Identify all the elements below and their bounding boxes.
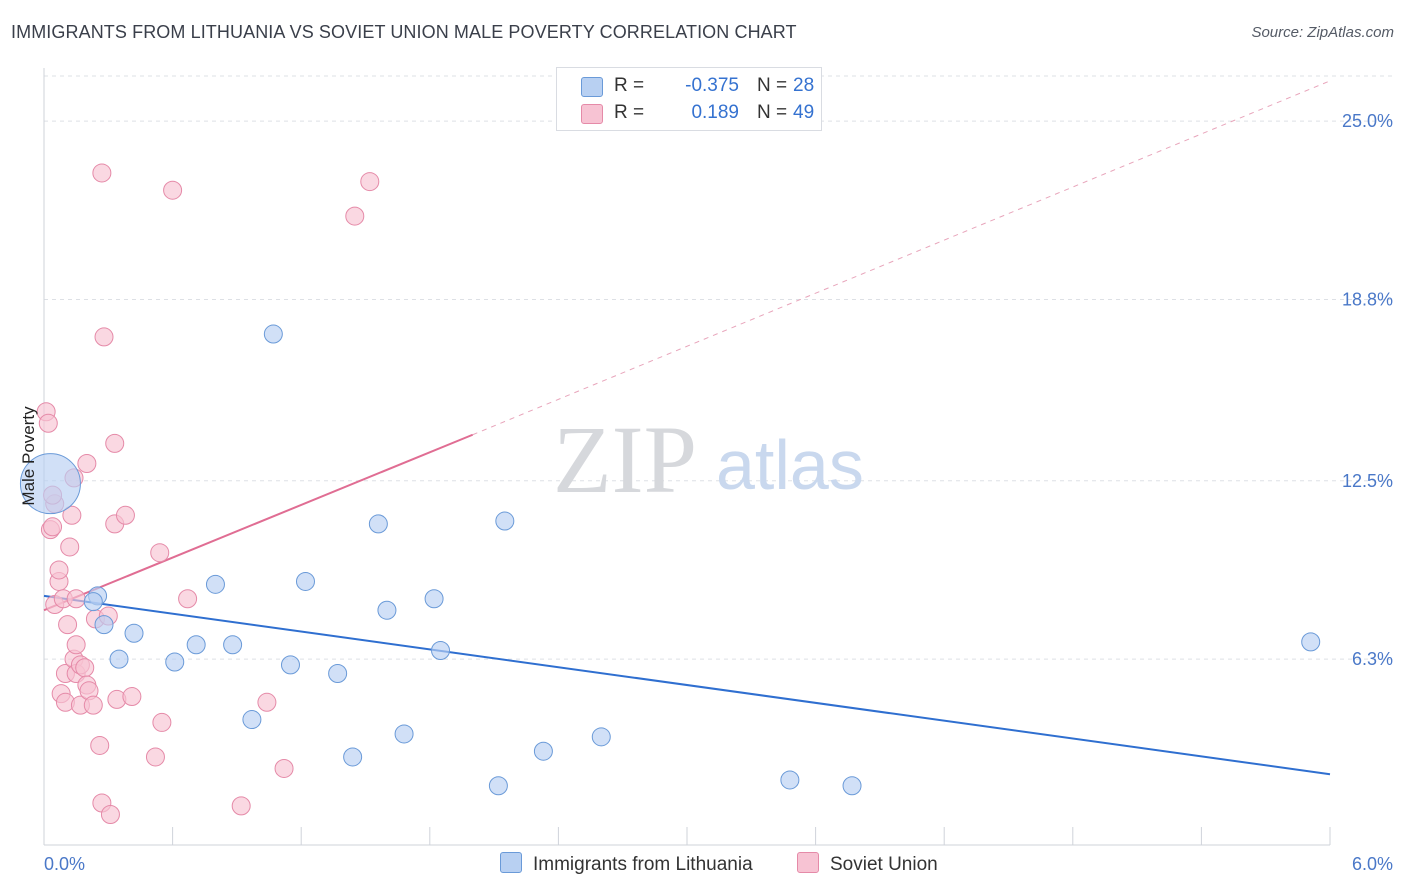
legend-item-lithuania: Immigrants from Lithuania	[500, 852, 753, 876]
watermark-atlas: atlas	[716, 426, 864, 504]
legend-n-value: 49	[793, 102, 815, 123]
y-tick-label: 12.5%	[1342, 471, 1393, 491]
legend-label-lithuania: Immigrants from Lithuania	[533, 854, 753, 875]
y-axis-label: Male Poverty	[19, 406, 38, 506]
point-lithuania	[186, 635, 206, 655]
point-soviet	[38, 413, 58, 433]
point-soviet	[115, 505, 135, 525]
point-lithuania	[780, 770, 800, 790]
legend-swatch-blue	[581, 77, 603, 97]
point-lithuania	[591, 727, 611, 747]
point-soviet	[360, 172, 380, 192]
point-lithuania	[19, 453, 81, 515]
watermark: ZIP atlas	[553, 406, 864, 513]
legend-n-label: N =	[757, 75, 788, 96]
watermark-zip: ZIP	[553, 406, 697, 513]
point-lithuania	[1301, 632, 1321, 652]
point-lithuania	[242, 710, 262, 730]
legend-label-soviet: Soviet Union	[830, 854, 938, 875]
point-soviet	[83, 695, 103, 715]
legend-n-label: N =	[757, 102, 788, 123]
point-lithuania	[533, 741, 553, 761]
legend-item-soviet: Soviet Union	[797, 852, 938, 876]
point-lithuania	[109, 649, 129, 669]
legend-r-value: -0.375	[685, 75, 739, 96]
point-lithuania	[343, 747, 363, 767]
legend-r-label: R =	[614, 102, 645, 123]
point-lithuania	[223, 635, 243, 655]
point-lithuania	[495, 511, 515, 531]
point-soviet	[105, 433, 125, 453]
point-lithuania	[280, 655, 300, 675]
point-lithuania	[842, 776, 862, 796]
point-lithuania	[394, 724, 414, 744]
point-lithuania	[431, 641, 451, 661]
point-soviet	[90, 735, 110, 755]
point-soviet	[163, 180, 183, 200]
point-lithuania	[377, 600, 397, 620]
point-soviet	[274, 758, 294, 778]
point-soviet	[257, 692, 277, 712]
gridlines	[44, 75, 1393, 660]
legend-swatch-pink	[581, 104, 603, 124]
point-soviet	[49, 560, 69, 580]
point-lithuania	[488, 776, 508, 796]
legend-n-value: 28	[793, 75, 815, 96]
point-lithuania	[328, 664, 348, 684]
point-soviet	[77, 454, 97, 474]
point-soviet	[152, 712, 172, 732]
x-tick-label-max: 6.0%	[1352, 854, 1393, 874]
point-soviet	[150, 543, 170, 563]
stats-legend: R = -0.375 N = 28 R = 0.189 N = 49	[556, 67, 822, 131]
x-tick-label-min: 0.0%	[44, 854, 85, 874]
point-soviet	[92, 163, 112, 183]
legend-r-value: 0.189	[691, 102, 739, 123]
point-soviet	[66, 635, 86, 655]
point-lithuania	[263, 324, 283, 344]
legend-swatch-pink	[797, 852, 819, 873]
legend-r-label: R =	[614, 75, 645, 96]
point-lithuania	[205, 574, 225, 594]
y-tick-label: 25.0%	[1342, 111, 1393, 131]
chart-title: IMMIGRANTS FROM LITHUANIA VS SOVIET UNIO…	[11, 22, 797, 42]
point-lithuania	[83, 592, 103, 612]
trend-line-lithuania	[43, 594, 1331, 776]
legend-swatch-blue	[500, 852, 522, 873]
y-tick-labels: 6.3% 12.5% 18.8% 25.0%	[1342, 111, 1393, 669]
point-soviet	[94, 327, 114, 347]
point-lithuania	[424, 589, 444, 609]
point-lithuania	[165, 652, 185, 672]
trend-line-soviet	[43, 433, 474, 612]
point-soviet	[62, 505, 82, 525]
y-tick-label: 18.8%	[1342, 290, 1393, 310]
point-soviet	[345, 206, 365, 226]
point-soviet	[60, 537, 80, 557]
point-lithuania	[295, 571, 315, 591]
source-label: Source: ZipAtlas.com	[1251, 24, 1394, 41]
y-tick-label: 6.3%	[1352, 649, 1393, 669]
axes	[43, 68, 1331, 846]
point-lithuania	[368, 514, 388, 534]
point-soviet	[75, 658, 95, 678]
point-lithuania	[124, 623, 144, 643]
point-soviet	[43, 517, 63, 537]
data-points	[19, 163, 1321, 824]
point-soviet	[66, 589, 86, 609]
trend-lines	[43, 80, 1331, 776]
trend-line-soviet-extension	[472, 80, 1331, 436]
point-soviet	[231, 796, 251, 816]
point-soviet	[100, 804, 120, 824]
point-soviet	[178, 589, 198, 609]
point-lithuania	[94, 615, 114, 635]
point-soviet	[58, 615, 78, 635]
point-soviet	[145, 747, 165, 767]
point-soviet	[122, 687, 142, 707]
